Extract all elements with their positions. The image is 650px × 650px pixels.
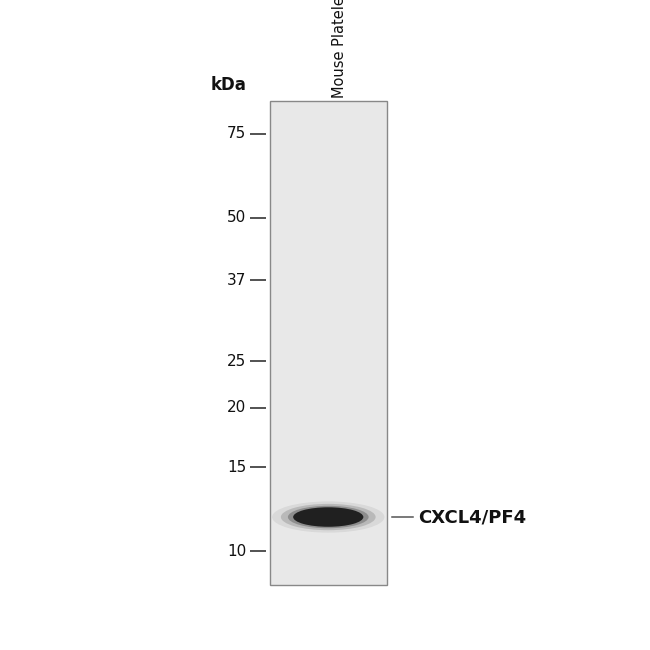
Text: 10: 10 — [227, 544, 246, 559]
Text: 75: 75 — [227, 126, 246, 141]
Text: 50: 50 — [227, 211, 246, 226]
Ellipse shape — [272, 501, 384, 532]
Text: 15: 15 — [227, 460, 246, 474]
Bar — [270, 101, 387, 585]
Text: kDa: kDa — [211, 76, 246, 94]
Ellipse shape — [281, 504, 376, 530]
Text: 20: 20 — [227, 400, 246, 415]
Ellipse shape — [288, 506, 369, 528]
Ellipse shape — [293, 507, 363, 526]
Text: 37: 37 — [227, 273, 246, 288]
Text: 25: 25 — [227, 354, 246, 369]
Text: Mouse Platelets: Mouse Platelets — [332, 0, 346, 98]
Text: CXCL4/PF4: CXCL4/PF4 — [418, 508, 526, 526]
